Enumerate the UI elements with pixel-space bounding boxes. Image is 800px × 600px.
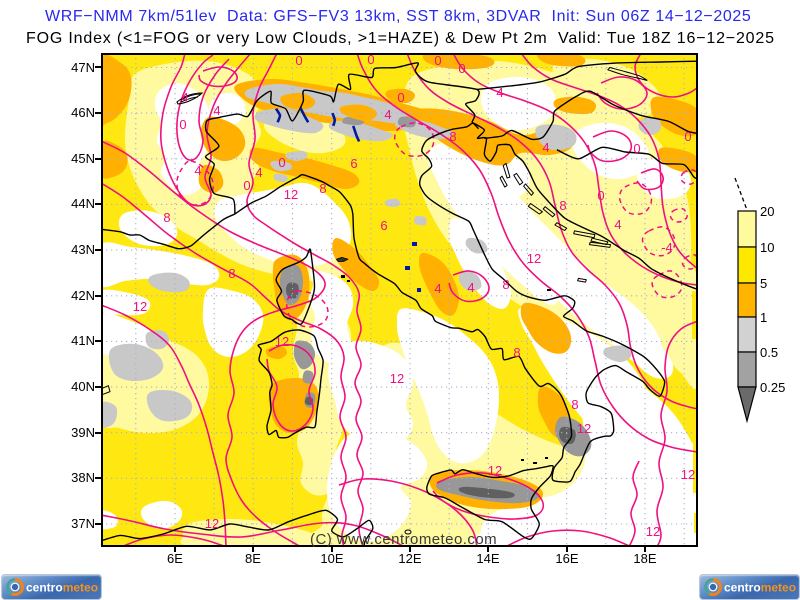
svg-text:4: 4 [434, 281, 441, 296]
svg-text:0.25: 0.25 [760, 380, 785, 395]
svg-text:12: 12 [284, 187, 298, 202]
svg-text:8: 8 [319, 181, 326, 196]
svg-text:8: 8 [559, 198, 566, 213]
svg-text:8: 8 [502, 277, 509, 292]
svg-text:6: 6 [350, 156, 357, 171]
svg-text:12: 12 [205, 516, 219, 531]
svg-text:12: 12 [527, 251, 541, 266]
svg-text:centrometeo: centrometeo [26, 581, 98, 595]
svg-text:0: 0 [633, 141, 640, 156]
svg-text:4: 4 [255, 165, 262, 180]
svg-text:12: 12 [577, 421, 591, 436]
svg-text:1: 1 [760, 310, 767, 325]
svg-text:12: 12 [275, 334, 289, 349]
svg-text:0: 0 [684, 129, 691, 144]
svg-text:8: 8 [228, 266, 235, 281]
svg-text:4: 4 [496, 85, 503, 100]
svg-text:12: 12 [646, 524, 660, 539]
svg-text:0: 0 [243, 178, 250, 193]
svg-text:12: 12 [488, 463, 502, 478]
svg-text:4: 4 [194, 163, 201, 178]
svg-text:4: 4 [384, 107, 391, 122]
svg-text:12: 12 [390, 371, 404, 386]
svg-text:4: 4 [213, 103, 220, 118]
svg-text:12: 12 [681, 467, 695, 482]
svg-text:8: 8 [449, 129, 456, 144]
svg-text:-4: -4 [661, 240, 673, 255]
svg-text:0.5: 0.5 [760, 345, 778, 360]
svg-text:12: 12 [133, 299, 147, 314]
svg-text:4: 4 [542, 140, 549, 155]
svg-text:5: 5 [760, 276, 767, 291]
svg-text:0: 0 [597, 188, 604, 203]
svg-text:0: 0 [367, 53, 374, 67]
svg-text:20: 20 [760, 204, 774, 219]
svg-text:0: 0 [434, 53, 441, 68]
svg-text:0: 0 [179, 117, 186, 132]
svg-text:centrometeo: centrometeo [724, 581, 796, 595]
svg-text:4: 4 [181, 90, 188, 105]
svg-text:0: 0 [278, 155, 285, 170]
svg-text:8: 8 [163, 210, 170, 225]
svg-text:0: 0 [397, 90, 404, 105]
svg-text:8: 8 [513, 345, 520, 360]
svg-text:10: 10 [760, 240, 774, 255]
svg-text:6: 6 [380, 218, 387, 233]
svg-text:4: 4 [614, 217, 621, 232]
svg-text:4: 4 [467, 280, 474, 295]
svg-text:0: 0 [458, 61, 465, 76]
svg-text:0: 0 [295, 53, 302, 68]
svg-text:8: 8 [571, 397, 578, 412]
